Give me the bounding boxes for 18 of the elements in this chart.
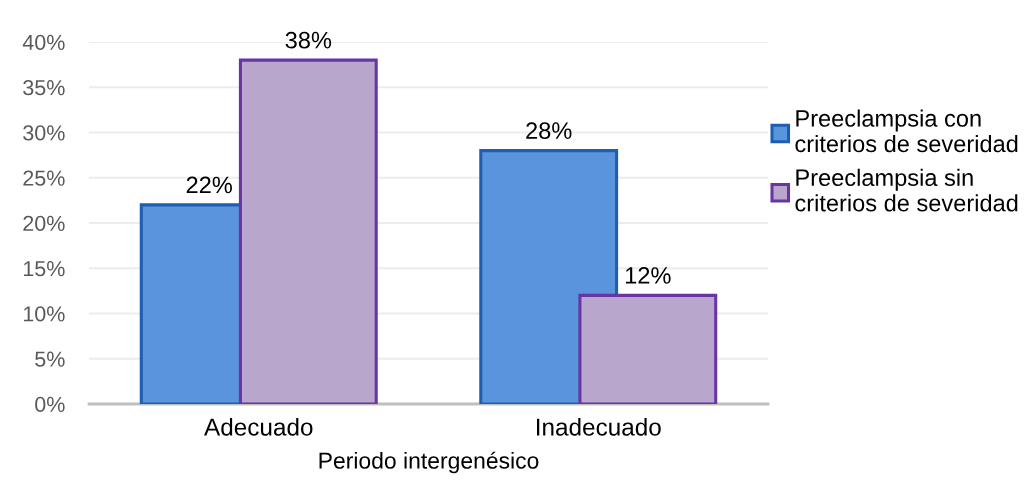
x-tick-label: Adecuado — [204, 417, 313, 436]
y-tick-label: 20% — [23, 215, 65, 232]
x-tick-label: Inadecuado — [536, 417, 661, 436]
data-label: 38% — [285, 31, 332, 49]
y-tick-label: 30% — [23, 125, 65, 141]
legend-label: Preeclampsia sin criterios de severidad — [795, 168, 1018, 212]
y-tick-label: 0% — [35, 396, 65, 413]
y-tick-label: 25% — [23, 170, 65, 186]
y-tick-label: 15% — [23, 261, 65, 277]
data-label: 12% — [625, 267, 671, 284]
y-tick-label: 40% — [22, 34, 65, 51]
y-tick-label: 35% — [23, 80, 65, 96]
data-label: 28% — [526, 122, 572, 139]
legend-label: Preeclampsia con criterios de severidad — [795, 109, 1018, 153]
y-tick-label: 5% — [35, 351, 65, 367]
y-tick-label: 10% — [23, 306, 65, 322]
x-axis-title: Periodo intergenésico — [319, 451, 539, 474]
data-label: 22% — [186, 176, 232, 194]
